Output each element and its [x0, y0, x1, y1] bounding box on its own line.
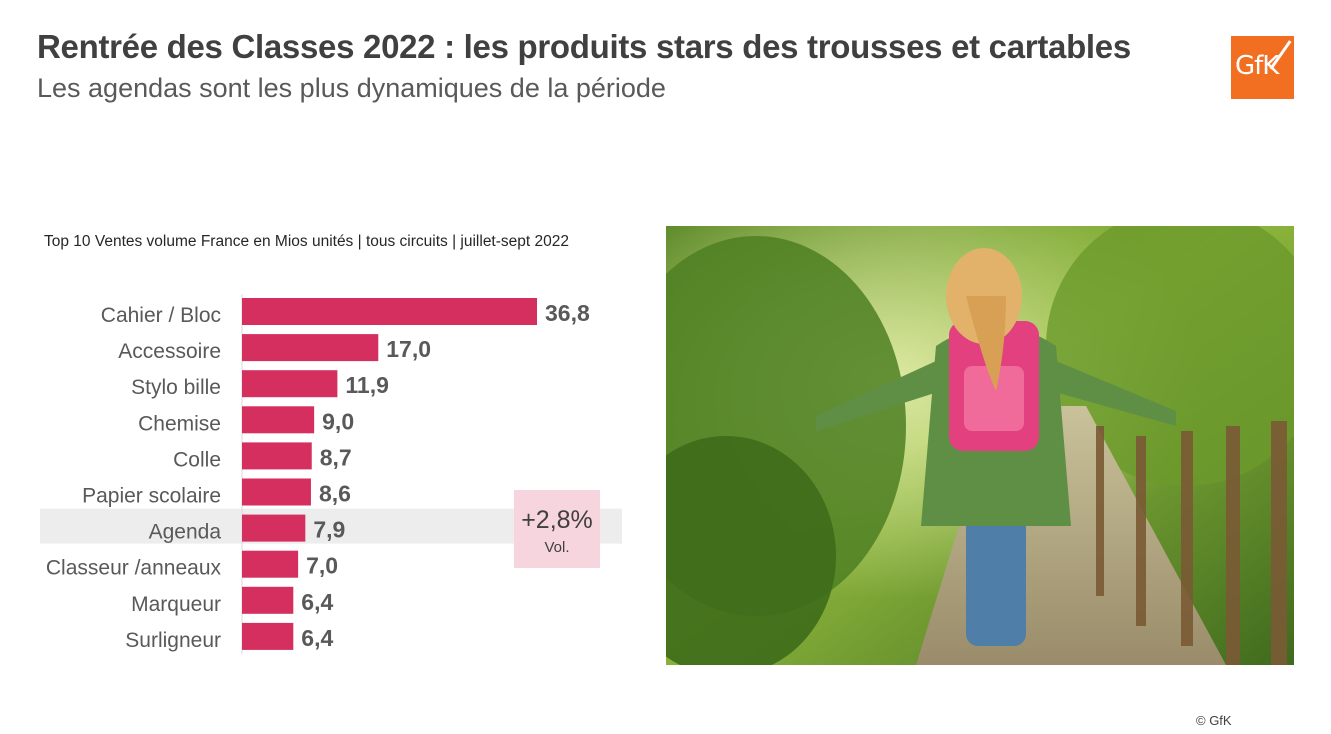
category-label: Accessoire: [118, 340, 221, 363]
bar: [242, 334, 379, 362]
bar: [242, 478, 311, 506]
page-subtitle: Les agendas sont les plus dynamiques de …: [37, 73, 666, 103]
bar-chart: Cahier / Bloc 36,8 Accessoire 17,0 Stylo bil…: [40, 294, 622, 654]
schoolgirl-photo: [666, 226, 1294, 665]
bar: [242, 406, 315, 434]
value-label: 36,8: [545, 300, 590, 326]
value-label: 8,7: [320, 444, 352, 470]
category-label: Classeur /anneaux: [46, 557, 222, 580]
category-label: Cahier / Bloc: [101, 304, 221, 327]
value-label: 7,9: [313, 517, 345, 543]
bar: [242, 442, 312, 470]
category-label: Colle: [173, 448, 221, 471]
category-label: Papier scolaire: [82, 485, 221, 508]
copyright: © GfK: [1196, 713, 1232, 728]
value-label: 6,4: [301, 625, 333, 651]
category-label: Chemise: [138, 412, 221, 435]
growth-label: Vol.: [544, 539, 569, 556]
bar: [242, 514, 306, 542]
value-label: 17,0: [386, 336, 431, 362]
bar: [242, 586, 294, 614]
category-label: Marqueur: [131, 593, 221, 616]
value-label: 7,0: [306, 553, 338, 579]
value-label: 8,6: [319, 481, 351, 507]
value-label: 11,9: [345, 372, 389, 398]
bar: [242, 298, 537, 325]
chart-caption: Top 10 Ventes volume France en Mios unit…: [44, 233, 569, 250]
gfk-logo: GfK: [1231, 36, 1294, 99]
bar: [242, 622, 294, 650]
bar: [242, 370, 338, 398]
bar: [242, 550, 299, 578]
growth-value: +2,8%: [521, 506, 593, 534]
category-label: Agenda: [149, 521, 222, 544]
growth-callout: [514, 490, 600, 568]
value-label: 6,4: [301, 589, 333, 615]
value-label: 9,0: [322, 408, 354, 434]
category-label: Stylo bille: [131, 376, 221, 399]
page-title: Rentrée des Classes 2022 : les produits …: [37, 28, 1131, 65]
category-label: Surligneur: [125, 629, 221, 652]
